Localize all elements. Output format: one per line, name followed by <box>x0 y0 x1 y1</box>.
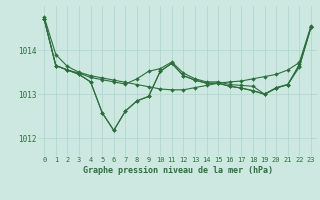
X-axis label: Graphe pression niveau de la mer (hPa): Graphe pression niveau de la mer (hPa) <box>83 166 273 175</box>
